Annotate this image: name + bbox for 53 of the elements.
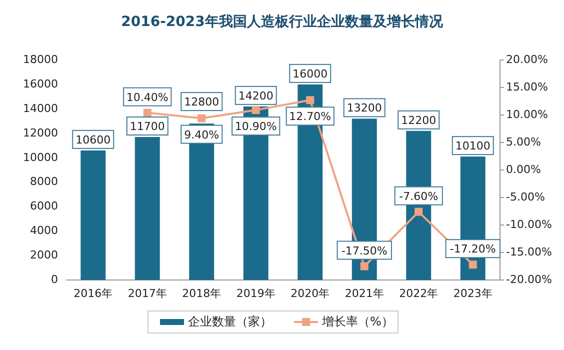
point <box>143 108 152 117</box>
x-tick-label: 2019年 <box>236 287 276 300</box>
y2-tick-label: -5.00% <box>506 190 545 204</box>
x-tick-label: 2020年 <box>290 287 330 300</box>
y2-tick-label: 15.00% <box>506 80 548 94</box>
data-label: 11700 <box>130 120 165 134</box>
legend-label: 企业数量（家） <box>188 314 272 328</box>
x-tick-label: 2017年 <box>128 287 167 300</box>
data-label: 14200 <box>238 89 274 102</box>
data-label: 12200 <box>401 114 436 127</box>
bar <box>134 137 160 280</box>
y-tick-label: 0 <box>51 273 58 286</box>
x-tick-label: 2016年 <box>74 287 113 300</box>
y2-tick-label: 10.00% <box>506 108 548 122</box>
y2-tick-label: 0.00% <box>506 163 541 176</box>
y-tick-label: 4000 <box>30 224 58 238</box>
y-tick-label: 18000 <box>23 53 58 66</box>
y-tick-label: 2000 <box>30 248 58 262</box>
point <box>306 96 314 104</box>
y2-tick-label: -10.00% <box>506 218 552 232</box>
data-label: 16000 <box>292 67 328 80</box>
data-label: -17.50% <box>341 244 388 258</box>
y-tick-label: 10000 <box>23 150 58 164</box>
y-tick-label: 8000 <box>30 175 58 188</box>
y-tick-label: 12000 <box>23 126 58 140</box>
point <box>252 106 260 114</box>
point <box>414 208 423 216</box>
point <box>468 260 477 269</box>
data-label: -17.20% <box>450 242 496 256</box>
data-label: 13200 <box>346 102 382 115</box>
y-tick-label: 16000 <box>23 77 58 90</box>
y2-tick-label: -20.00% <box>506 273 552 286</box>
data-label: 9.40% <box>184 128 220 142</box>
legend-label: 增长率（%） <box>321 314 394 328</box>
point <box>360 262 368 270</box>
chart-title: 2016-2023年我国人造板行业企业数量及增长情况 <box>121 14 444 30</box>
point <box>198 114 206 122</box>
y2-tick-label: -15.00% <box>506 246 552 259</box>
data-label: 10.40% <box>126 90 168 104</box>
data-label: 12.70% <box>289 110 332 124</box>
y2-tick-label: 5.00% <box>506 136 541 149</box>
data-label: 10600 <box>76 133 111 146</box>
y-tick-label: 6000 <box>30 200 58 213</box>
x-tick-label: 2023年 <box>453 287 492 300</box>
data-label: 10100 <box>455 140 490 153</box>
x-tick-label: 2018年 <box>182 287 222 300</box>
y-tick-label: 14000 <box>23 102 58 115</box>
data-label: 12800 <box>184 96 220 109</box>
data-label: -7.60% <box>399 190 438 203</box>
x-tick-label: 2021年 <box>344 287 384 300</box>
y2-tick-label: 20.00% <box>506 53 548 66</box>
data-label: 10.90% <box>234 120 277 134</box>
x-tick-label: 2022年 <box>399 287 438 300</box>
